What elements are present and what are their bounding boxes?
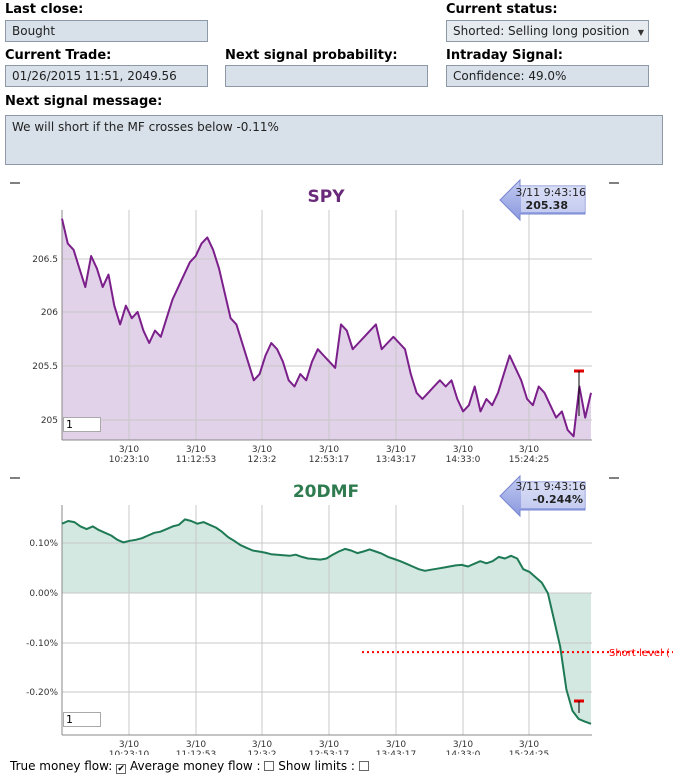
spy-y-tick-label: 205 xyxy=(41,416,58,426)
spy-x-tick-label-date: 3/10 xyxy=(453,445,473,455)
spy-y-tick-label: 205.5 xyxy=(32,362,58,372)
mf-x-tick-label-time: 12:53:17 xyxy=(309,750,349,755)
spy-tooltip-value: 205.38 xyxy=(526,199,568,212)
mf-series-line xyxy=(61,518,592,725)
show-limits-label: Show limits : xyxy=(278,759,355,773)
spy-series-line xyxy=(61,218,592,438)
intraday-signal-label: Intraday Signal: xyxy=(446,48,563,63)
dropdown-arrow-icon[interactable]: ▼ xyxy=(637,28,644,37)
average-money-flow-checkbox[interactable] xyxy=(264,761,275,771)
true-money-flow-label: True money flow: xyxy=(10,759,113,773)
show-limits-checkbox[interactable] xyxy=(358,761,369,771)
current-status-select[interactable]: Shorted: Selling long position ▼ xyxy=(446,20,649,42)
spy-x-tick-label-time: 12:53:17 xyxy=(309,455,349,465)
mf-x-tick-label-date: 3/10 xyxy=(453,740,473,750)
flow-options: True money flow: ✔ Average money flow : … xyxy=(10,759,369,774)
average-money-flow-label: Average money flow : xyxy=(130,759,261,773)
charts-area: SPY 20DMF 206.5206205.52053/1010:23:103/… xyxy=(10,178,673,755)
last-close-field[interactable]: Bought xyxy=(5,20,208,42)
mf-x-tick-label-time: 10:23:10 xyxy=(109,750,150,755)
mf-x-tick-label-time: 11:12:53 xyxy=(176,750,216,755)
spy-x-tick-label-date: 3/10 xyxy=(186,445,206,455)
spy-x-tick-label-time: 15:24:25 xyxy=(509,455,549,465)
current-trade-label: Current Trade: xyxy=(5,48,112,63)
mf-x-tick-label-date: 3/10 xyxy=(319,740,339,750)
mf-y-tick-label: -0.10% xyxy=(26,639,58,649)
spy-range-input[interactable]: 1 xyxy=(63,417,101,432)
spy-x-tick-label-time: 14:33:0 xyxy=(446,455,481,465)
spy-y-tick-label: 206.5 xyxy=(32,255,58,265)
current-trade-field[interactable]: 01/26/2015 11:51, 2049.56 xyxy=(5,65,208,87)
spy-x-tick-label-time: 12:3:2 xyxy=(248,455,277,465)
next-signal-message-field[interactable]: We will short if the MF crosses below -0… xyxy=(5,115,663,165)
spy-tooltip: 3/11 9:43:16 205.38 xyxy=(499,178,586,222)
next-signal-probability-label: Next signal probability: xyxy=(225,48,398,63)
mf-chart-title: 20DMF xyxy=(293,482,359,502)
mf-x-tick-label-time: 13:43:17 xyxy=(376,750,416,755)
spy-x-tick-label-date: 3/10 xyxy=(386,445,406,455)
spy-x-tick-label-date: 3/10 xyxy=(519,445,539,455)
mf-tooltip-value: -0.244% xyxy=(533,493,583,506)
mf-area-fill xyxy=(62,519,591,724)
mf-y-tick-label: -0.20% xyxy=(26,688,58,698)
mf-range-input[interactable]: 1 xyxy=(63,712,101,727)
short-level-label: Short level ( xyxy=(609,648,670,659)
next-signal-probability-field[interactable] xyxy=(225,65,428,87)
current-status-value: Shorted: Selling long position xyxy=(453,24,630,38)
spy-area-fill xyxy=(62,218,591,440)
mf-x-tick-label-time: 14:33:0 xyxy=(446,750,481,755)
spy-x-tick-label-date: 3/10 xyxy=(319,445,339,455)
spy-chart-title: SPY xyxy=(307,187,345,207)
mf-x-tick-label-date: 3/10 xyxy=(519,740,539,750)
spy-x-tick-label-time: 11:12:53 xyxy=(176,455,216,465)
mf-x-tick-label-date: 3/10 xyxy=(386,740,406,750)
current-status-label: Current status: xyxy=(446,2,558,17)
spy-tooltip-time: 3/11 9:43:16 xyxy=(515,186,586,199)
mf-x-tick-label-date: 3/10 xyxy=(119,740,139,750)
spy-y-tick-label: 206 xyxy=(41,308,58,318)
mf-y-tick-label: 0.00% xyxy=(29,589,58,599)
intraday-signal-field[interactable]: Confidence: 49.0% xyxy=(446,65,649,87)
mf-tooltip-time: 3/11 9:43:16 xyxy=(515,480,586,493)
true-money-flow-checkbox[interactable]: ✔ xyxy=(116,764,127,774)
spy-x-tick-label-time: 13:43:17 xyxy=(376,455,416,465)
mf-x-tick-label-time: 12:3:2 xyxy=(248,750,277,755)
mf-y-tick-label: 0.10% xyxy=(29,539,58,549)
last-close-label: Last close: xyxy=(5,2,84,17)
next-signal-message-label: Next signal message: xyxy=(5,94,163,109)
mf-x-tick-label-time: 15:24:25 xyxy=(509,750,549,755)
mf-tooltip: 3/11 9:43:16 -0.244% xyxy=(499,474,586,518)
mf-x-tick-label-date: 3/10 xyxy=(252,740,272,750)
mf-x-tick-label-date: 3/10 xyxy=(186,740,206,750)
spy-x-tick-label-date: 3/10 xyxy=(252,445,272,455)
spy-x-tick-label-time: 10:23:10 xyxy=(109,455,150,465)
spy-x-tick-label-date: 3/10 xyxy=(119,445,139,455)
